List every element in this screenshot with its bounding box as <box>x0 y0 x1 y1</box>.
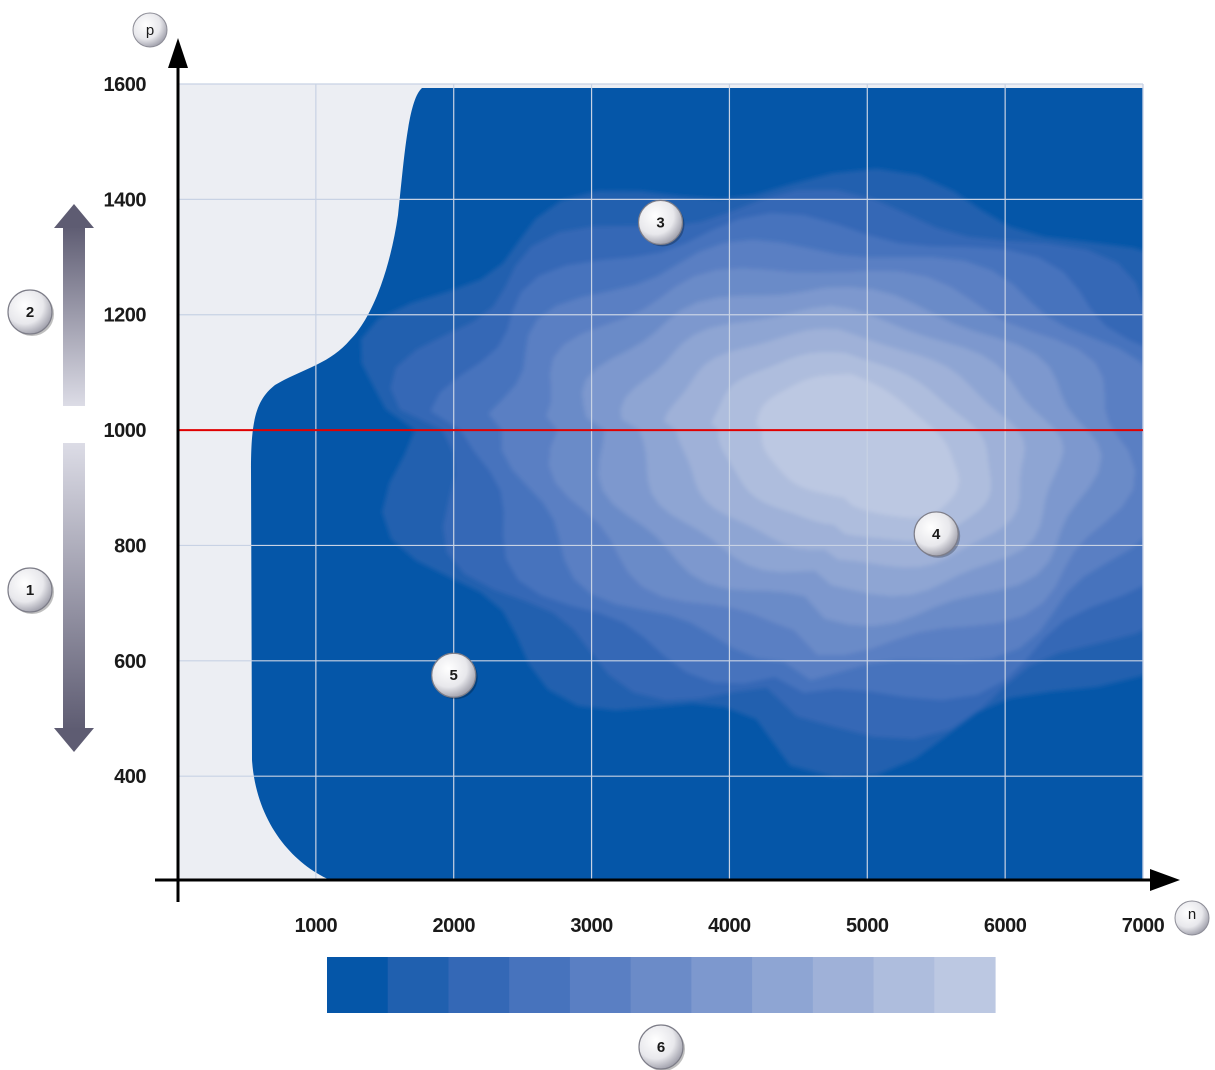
color-scale-legend <box>327 957 996 1013</box>
marker-6: 6 <box>638 1024 685 1070</box>
legend-swatch <box>812 957 875 1013</box>
marker-1: 1 <box>7 567 54 614</box>
marker-2: 2 <box>7 289 54 336</box>
y-axis-label: p <box>146 22 154 39</box>
marker-label: 5 <box>450 667 458 684</box>
legend-swatch <box>509 957 571 1013</box>
marker-label: 4 <box>932 526 941 543</box>
x-axis-label-badge: n <box>1174 900 1210 936</box>
x-tick-label: 3000 <box>570 915 613 937</box>
legend-swatch <box>752 957 814 1013</box>
marker-3: 3 <box>637 199 685 247</box>
x-axis-arrow <box>1150 869 1180 891</box>
x-tick-label: 5000 <box>846 915 889 937</box>
x-tick-label: 6000 <box>984 915 1027 937</box>
range-arrow-2 <box>54 204 94 406</box>
heatmap-band-10 <box>756 374 959 518</box>
marker-4: 4 <box>913 511 961 558</box>
y-tick-label: 1400 <box>104 189 147 211</box>
legend-swatch <box>934 957 996 1013</box>
x-tick-label: 4000 <box>708 915 751 937</box>
x-tick-label: 7000 <box>1122 915 1165 937</box>
y-axis <box>168 38 188 902</box>
legend-swatch <box>327 957 389 1013</box>
y-axis-label-badge: p <box>132 12 168 48</box>
y-tick-label: 800 <box>114 535 146 557</box>
marker-label: 6 <box>657 1039 665 1056</box>
y-tick-labels: 400 600 800 1000 1200 1400 1600 <box>104 74 147 788</box>
x-axis <box>155 869 1180 891</box>
x-axis-label: n <box>1188 906 1196 923</box>
legend-swatch <box>691 957 753 1013</box>
range-arrow-1 <box>54 443 94 752</box>
heatmap-field <box>251 88 1143 880</box>
y-tick-label: 1200 <box>104 305 147 327</box>
annotation-markers: 1 2 3 4 5 6 <box>7 199 961 1070</box>
legend-swatch <box>387 957 450 1013</box>
marker-label: 3 <box>656 214 664 231</box>
legend-swatch <box>569 957 632 1013</box>
y-tick-label: 600 <box>114 651 146 673</box>
x-tick-label: 2000 <box>432 915 475 937</box>
x-tick-label: 1000 <box>295 915 338 937</box>
marker-5: 5 <box>431 652 478 700</box>
grid <box>178 83 1144 880</box>
y-tick-label: 1000 <box>104 420 147 442</box>
y-axis-arrow <box>168 38 188 68</box>
marker-label: 2 <box>26 304 34 321</box>
y-tick-label: 1600 <box>104 74 147 96</box>
y-tick-label: 400 <box>114 766 146 788</box>
legend-swatch <box>630 957 692 1013</box>
legend-swatch <box>873 957 935 1013</box>
x-tick-labels: 1000 2000 3000 4000 5000 6000 7000 <box>295 915 1166 937</box>
marker-label: 1 <box>26 582 34 599</box>
legend-swatch <box>448 957 510 1013</box>
